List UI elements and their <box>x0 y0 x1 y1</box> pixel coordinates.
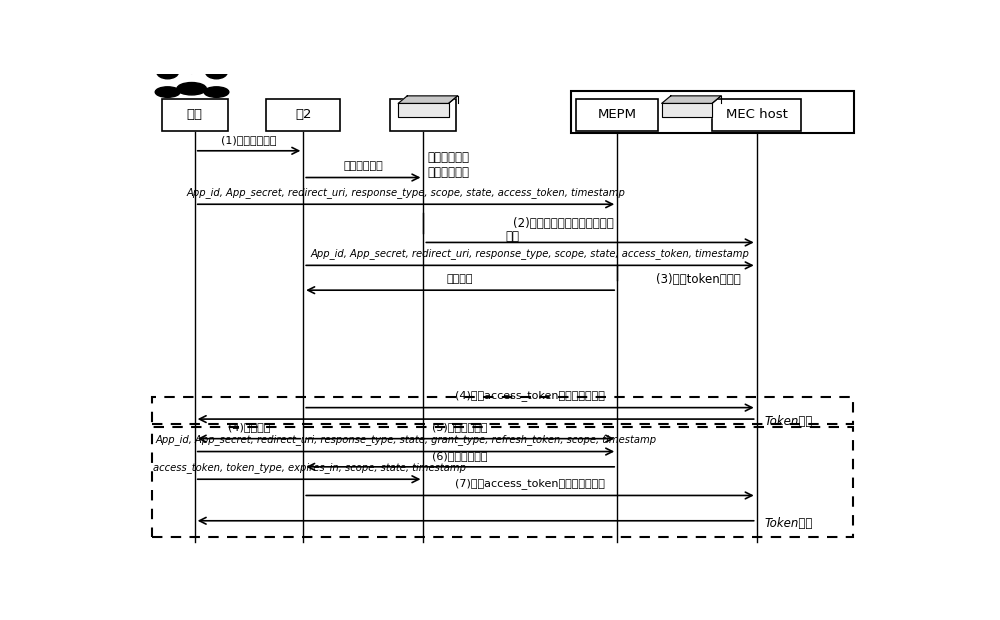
Text: (5)刷新访问令牌: (5)刷新访问令牌 <box>432 422 488 433</box>
Polygon shape <box>398 96 458 104</box>
Circle shape <box>179 58 204 73</box>
Bar <box>390 99 456 131</box>
Text: (3)校验token有效性: (3)校验token有效性 <box>656 273 741 286</box>
Text: Token过期: Token过期 <box>764 516 813 529</box>
Text: MEPM: MEPM <box>598 108 637 122</box>
Bar <box>576 99 658 131</box>
Text: 返回结果: 返回结果 <box>447 274 473 284</box>
Text: 获取用户相关
联的访问令牌: 获取用户相关 联的访问令牌 <box>427 151 469 179</box>
Text: MEO: MEO <box>408 108 438 122</box>
Text: (6)返回访问令牌: (6)返回访问令牌 <box>432 451 488 461</box>
Ellipse shape <box>155 87 180 97</box>
Text: (2)查看用户登录状态，已登录: (2)查看用户登录状态，已登录 <box>512 217 613 230</box>
Text: (4)重新授权: (4)重新授权 <box>228 422 270 433</box>
Polygon shape <box>662 104 712 117</box>
Text: MEC host: MEC host <box>726 108 788 122</box>
Bar <box>571 91 854 133</box>
Text: App_id, App_secret, redirect_uri, response_type, state, grant_type, refresh_toke: App_id, App_secret, redirect_uri, respon… <box>155 435 656 445</box>
Text: (7)利用access_token返回受保护资源: (7)利用access_token返回受保护资源 <box>455 479 605 489</box>
Text: 发送访问令牌: 发送访问令牌 <box>343 161 383 171</box>
Text: (1)请求访问资源: (1)请求访问资源 <box>221 135 277 144</box>
Text: 用户: 用户 <box>187 108 203 122</box>
Ellipse shape <box>204 87 229 97</box>
Text: Token有效: Token有效 <box>764 415 813 428</box>
Circle shape <box>157 66 178 79</box>
Bar <box>266 99 340 131</box>
Polygon shape <box>398 104 449 117</box>
Bar <box>162 99 228 131</box>
Text: App_id, App_secret, redirect_uri, response_type, scope, state, access_token, tim: App_id, App_secret, redirect_uri, respon… <box>310 248 749 259</box>
Bar <box>712 99 801 131</box>
Text: access_token, token_type, expires_in, scope, state, timestamp: access_token, token_type, expires_in, sc… <box>153 462 466 473</box>
Ellipse shape <box>177 82 206 95</box>
Text: App_id, App_secret, redirect_uri, response_type, scope, state, access_token, tim: App_id, App_secret, redirect_uri, respon… <box>186 187 625 198</box>
Polygon shape <box>662 96 721 104</box>
Text: 应2: 应2 <box>295 108 312 122</box>
Text: 跳转: 跳转 <box>506 230 520 243</box>
Circle shape <box>206 66 227 79</box>
Bar <box>152 427 853 538</box>
Bar <box>152 397 853 424</box>
Text: (4)利用access_token返回受保护资源: (4)利用access_token返回受保护资源 <box>455 391 605 401</box>
